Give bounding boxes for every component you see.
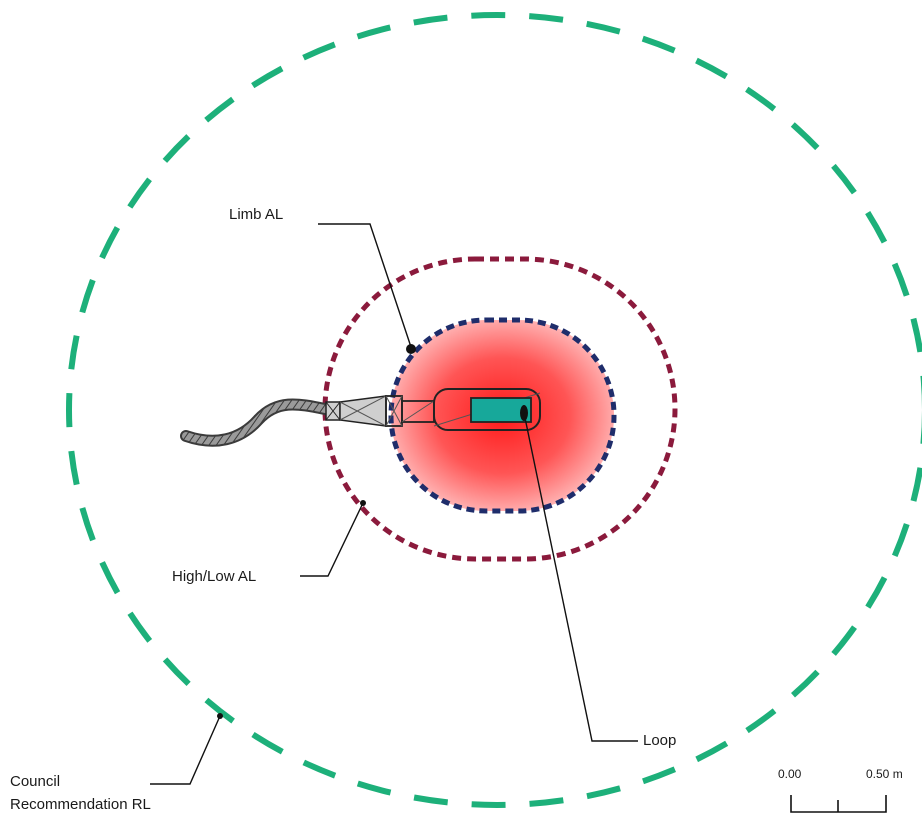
high-low-al-label: High/Low AL bbox=[172, 568, 257, 585]
loop-leader bbox=[523, 412, 638, 742]
scale-end-label: 0.50 m bbox=[866, 767, 903, 781]
high-low-al-marker bbox=[360, 500, 366, 506]
high-low-al-leader bbox=[300, 502, 364, 577]
limb-al-boundary bbox=[388, 317, 617, 514]
council-marker bbox=[217, 713, 223, 719]
scale-bar bbox=[790, 795, 887, 813]
council-leader bbox=[150, 715, 221, 785]
limb-al-marker bbox=[406, 344, 416, 354]
limb-al-label: Limb AL bbox=[229, 206, 284, 223]
scale-start-label: 0.00 bbox=[778, 767, 802, 781]
high-low-al-boundary bbox=[322, 256, 678, 562]
council-label-line1: Council bbox=[10, 773, 61, 790]
cable-sheath bbox=[182, 400, 334, 445]
probe-body bbox=[433, 388, 541, 431]
limb-al-leader bbox=[318, 223, 412, 348]
loop-label: Loop bbox=[643, 732, 677, 749]
probe-taper bbox=[339, 395, 387, 427]
council-label-line2: Recommendation RL bbox=[10, 796, 151, 813]
council-recommendation-boundary bbox=[66, 12, 922, 808]
probe-assembly bbox=[325, 388, 541, 431]
